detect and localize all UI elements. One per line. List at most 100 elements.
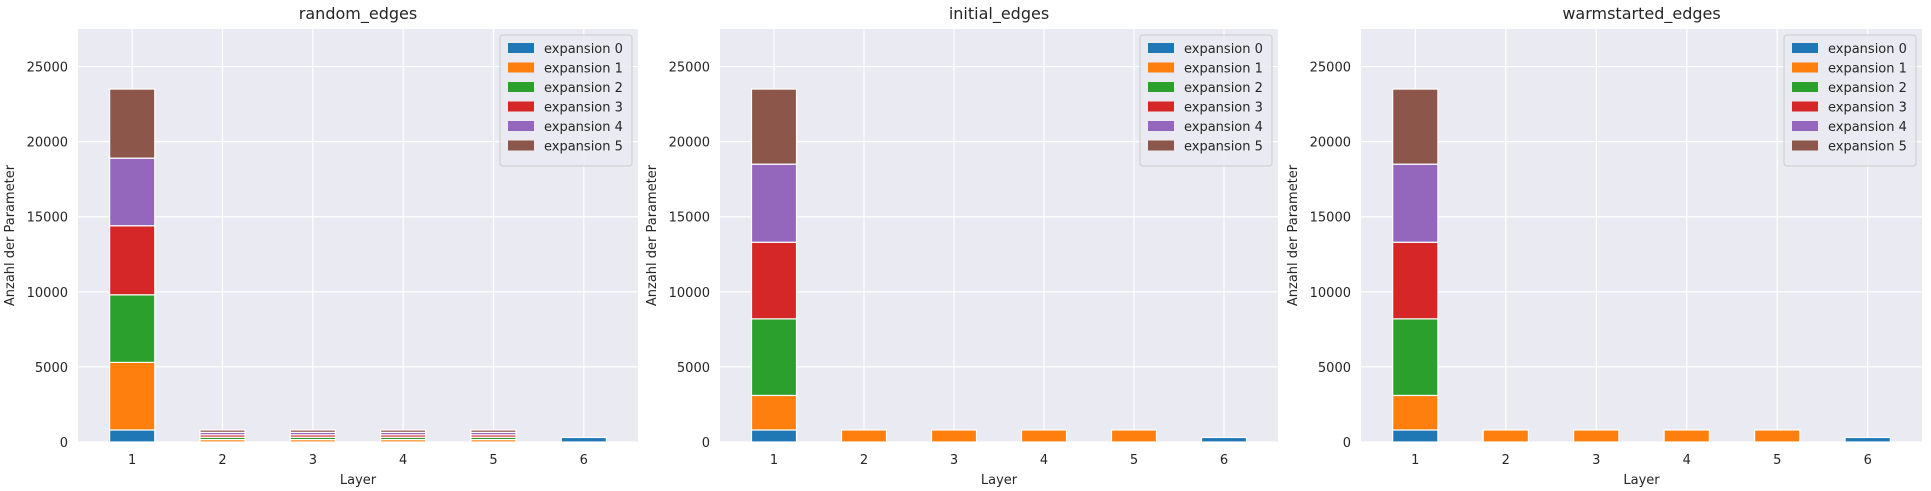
x-tick-label: 1 xyxy=(1411,453,1419,468)
legend-label: expansion 3 xyxy=(544,101,623,116)
legend-label: expansion 5 xyxy=(544,140,623,155)
legend: expansion 0 expansion 1 expansion 2 expansi… xyxy=(1783,34,1917,167)
x-tick-label: 6 xyxy=(1864,453,1872,468)
y-tick-label: 25000 xyxy=(27,61,68,76)
legend-swatch xyxy=(1148,101,1174,112)
legend-swatch xyxy=(1148,140,1174,151)
legend-label: expansion 1 xyxy=(1184,62,1263,77)
legend-swatch xyxy=(508,62,534,73)
y-tick-label: 20000 xyxy=(27,136,68,151)
x-tick-label: 1 xyxy=(770,453,778,468)
legend-label: expansion 4 xyxy=(1828,120,1907,135)
chart-title: initial_edges xyxy=(949,4,1049,24)
legend-label: expansion 5 xyxy=(1184,140,1263,155)
legend-label: expansion 1 xyxy=(544,62,623,77)
bar-segment xyxy=(109,88,156,159)
legend-label: expansion 0 xyxy=(1184,42,1263,57)
legend-swatch xyxy=(1792,140,1818,151)
legend-label: expansion 0 xyxy=(1828,42,1907,57)
bar-segment xyxy=(1200,436,1248,443)
chart-panel-3: 0 5000 10000 15000 20000 25000 1 2 3 4 5 6 warmstart… xyxy=(1286,4,1922,488)
legend-label: expansion 1 xyxy=(1828,62,1907,77)
bar-segment xyxy=(560,436,607,443)
legend-swatch xyxy=(1792,43,1818,53)
bar-segment xyxy=(1392,241,1439,320)
legend-label: expansion 2 xyxy=(544,81,623,96)
x-tick-label: 4 xyxy=(1040,453,1048,468)
y-axis-label: Anzahl der Parameter xyxy=(3,164,18,306)
x-tick-label: 2 xyxy=(218,453,226,468)
y-tick-label: 25000 xyxy=(669,61,710,76)
y-tick-label: 15000 xyxy=(1310,211,1351,226)
y-axis-label: Anzahl der Parameter xyxy=(645,164,660,306)
legend-swatch xyxy=(1148,43,1174,53)
y-tick-label: 0 xyxy=(60,436,68,451)
bar-segment xyxy=(199,429,246,433)
bar-segment xyxy=(1392,429,1439,443)
legend-swatch xyxy=(1792,62,1818,73)
y-tick-label: 15000 xyxy=(669,211,710,226)
legend-swatch xyxy=(1148,121,1174,131)
x-tick-label: 6 xyxy=(1220,453,1228,468)
bar-segment xyxy=(109,294,156,364)
legend-swatch xyxy=(1148,82,1174,92)
x-tick-label: 5 xyxy=(1773,453,1781,468)
bar-segment xyxy=(109,361,156,431)
x-axis-label: Layer xyxy=(1623,473,1660,488)
legend-swatch xyxy=(508,43,534,53)
x-tick-label: 3 xyxy=(1592,453,1600,468)
legend-label: expansion 0 xyxy=(544,42,623,57)
legend-swatch xyxy=(508,140,534,151)
legend-swatch xyxy=(508,82,534,92)
x-tick-label: 3 xyxy=(309,453,317,468)
legend-label: expansion 2 xyxy=(1184,81,1263,96)
legend-label: expansion 4 xyxy=(1184,120,1263,135)
legend-swatch xyxy=(508,121,534,131)
bar-segment xyxy=(1392,88,1439,165)
bar-segment xyxy=(930,429,978,443)
x-tick-label: 2 xyxy=(1502,453,1510,468)
bar-segment xyxy=(109,225,156,296)
legend: expansion 0 expansion 1 expansion 2 expansi… xyxy=(499,34,633,167)
chart-title: random_edges xyxy=(299,4,417,24)
y-axis-label: Anzahl der Parameter xyxy=(1286,164,1301,306)
x-axis-label: Layer xyxy=(340,473,377,488)
bar-segment xyxy=(750,88,798,165)
legend-swatch xyxy=(1792,82,1818,92)
bar-segment xyxy=(1754,429,1801,443)
bar-segment xyxy=(1110,429,1158,443)
y-tick-label: 20000 xyxy=(1310,136,1351,151)
y-tick-label: 5000 xyxy=(35,361,68,376)
legend-swatch xyxy=(508,101,534,112)
y-tick-label: 10000 xyxy=(27,286,68,301)
bar-segment xyxy=(1392,394,1439,431)
bar-segment xyxy=(1020,429,1068,443)
bar-segment xyxy=(1482,429,1529,443)
x-tick-label: 3 xyxy=(950,453,958,468)
legend-label: expansion 2 xyxy=(1828,81,1907,96)
bar-segment xyxy=(109,429,156,443)
legend-label: expansion 5 xyxy=(1828,140,1907,155)
bar-segment xyxy=(1844,436,1891,443)
bar-segment xyxy=(289,429,337,433)
bar-segment xyxy=(1663,429,1710,443)
x-tick-label: 1 xyxy=(128,453,136,468)
chart-panel-2: 0 5000 10000 15000 20000 25000 1 2 3 4 5 6 initial_e… xyxy=(645,4,1278,488)
x-tick-label: 5 xyxy=(489,453,497,468)
legend-swatch xyxy=(1792,121,1818,131)
bar-segment xyxy=(1573,429,1620,443)
legend-swatch xyxy=(1792,101,1818,112)
x-tick-label: 4 xyxy=(1683,453,1691,468)
bar-segment xyxy=(750,241,798,320)
y-tick-label: 10000 xyxy=(1310,286,1351,301)
legend: expansion 0 expansion 1 expansion 2 expansi… xyxy=(1139,34,1273,167)
bar-segment xyxy=(1392,163,1439,243)
bar-segment xyxy=(109,157,156,227)
y-tick-label: 10000 xyxy=(669,286,710,301)
y-tick-label: 15000 xyxy=(27,211,68,226)
bar-segment xyxy=(470,429,517,433)
y-tick-label: 0 xyxy=(702,436,710,451)
bar-segment xyxy=(840,429,888,443)
legend-label: expansion 3 xyxy=(1828,101,1907,116)
